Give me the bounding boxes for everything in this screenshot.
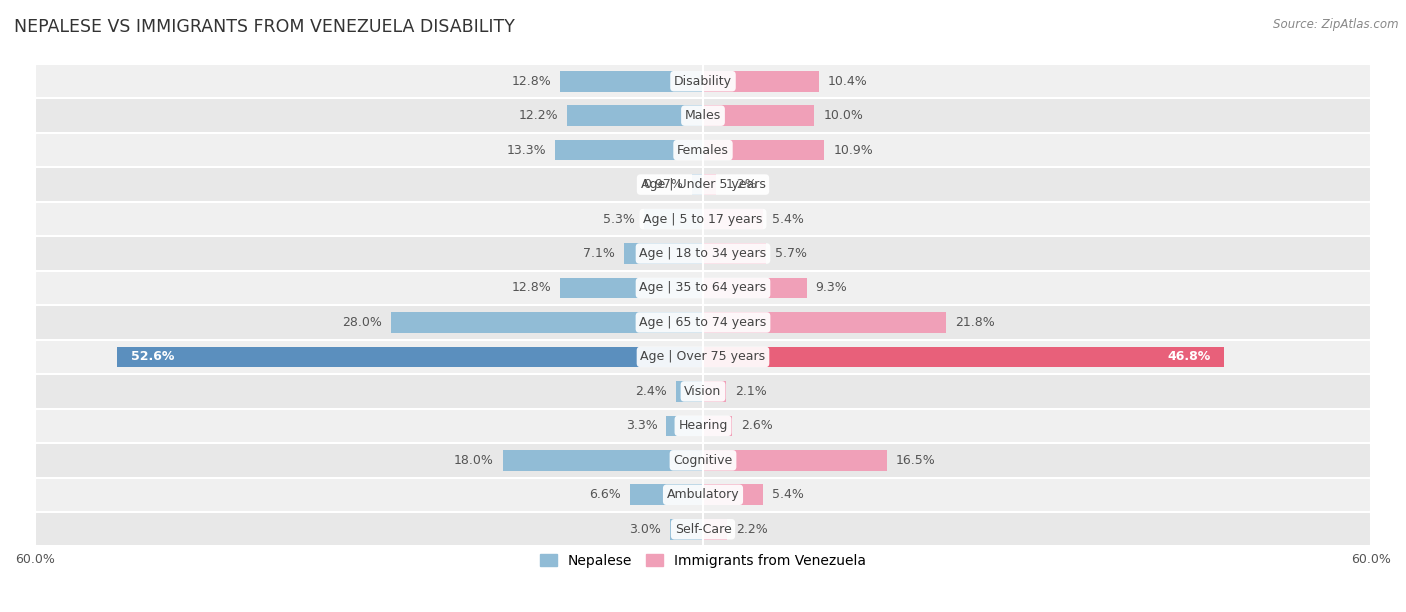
- Bar: [703, 243, 766, 264]
- Text: Age | Over 75 years: Age | Over 75 years: [641, 351, 765, 364]
- Bar: [703, 105, 814, 126]
- Text: 1.2%: 1.2%: [725, 178, 756, 191]
- Bar: [35, 477, 1371, 512]
- Bar: [666, 416, 703, 436]
- Text: Age | 65 to 74 years: Age | 65 to 74 years: [640, 316, 766, 329]
- Bar: [561, 71, 703, 92]
- Bar: [703, 174, 717, 195]
- Text: 6.6%: 6.6%: [589, 488, 620, 501]
- Text: Females: Females: [678, 144, 728, 157]
- Text: 12.8%: 12.8%: [512, 75, 551, 88]
- Bar: [35, 374, 1371, 409]
- Text: 28.0%: 28.0%: [343, 316, 382, 329]
- Text: Age | 18 to 34 years: Age | 18 to 34 years: [640, 247, 766, 260]
- Bar: [35, 305, 1371, 340]
- Bar: [703, 140, 824, 160]
- Bar: [117, 346, 703, 367]
- Bar: [561, 278, 703, 298]
- Bar: [391, 312, 703, 333]
- Bar: [703, 485, 763, 505]
- Text: Source: ZipAtlas.com: Source: ZipAtlas.com: [1274, 18, 1399, 31]
- Bar: [644, 209, 703, 230]
- Bar: [502, 450, 703, 471]
- Text: 46.8%: 46.8%: [1167, 351, 1211, 364]
- Text: 5.4%: 5.4%: [772, 488, 804, 501]
- Bar: [703, 278, 807, 298]
- Bar: [35, 512, 1371, 547]
- Text: 2.1%: 2.1%: [735, 385, 768, 398]
- Bar: [703, 346, 1225, 367]
- Text: Age | Under 5 years: Age | Under 5 years: [641, 178, 765, 191]
- Text: 5.7%: 5.7%: [775, 247, 807, 260]
- Text: Hearing: Hearing: [678, 419, 728, 432]
- Bar: [35, 271, 1371, 305]
- Bar: [35, 443, 1371, 477]
- Legend: Nepalese, Immigrants from Venezuela: Nepalese, Immigrants from Venezuela: [534, 548, 872, 573]
- Bar: [35, 340, 1371, 374]
- Text: 12.2%: 12.2%: [519, 109, 558, 122]
- Text: 13.3%: 13.3%: [506, 144, 546, 157]
- Bar: [35, 202, 1371, 236]
- Bar: [35, 236, 1371, 271]
- Bar: [669, 519, 703, 540]
- Text: 10.0%: 10.0%: [824, 109, 863, 122]
- Text: NEPALESE VS IMMIGRANTS FROM VENEZUELA DISABILITY: NEPALESE VS IMMIGRANTS FROM VENEZUELA DI…: [14, 18, 515, 36]
- Bar: [703, 209, 763, 230]
- Text: 16.5%: 16.5%: [896, 454, 935, 467]
- Text: Age | 35 to 64 years: Age | 35 to 64 years: [640, 282, 766, 294]
- Text: 9.3%: 9.3%: [815, 282, 848, 294]
- Bar: [35, 409, 1371, 443]
- Text: 5.3%: 5.3%: [603, 212, 636, 226]
- Bar: [703, 450, 887, 471]
- Text: 2.2%: 2.2%: [737, 523, 768, 536]
- Bar: [703, 519, 727, 540]
- Bar: [703, 381, 727, 401]
- Text: 10.4%: 10.4%: [828, 75, 868, 88]
- Bar: [624, 243, 703, 264]
- Text: 52.6%: 52.6%: [131, 351, 174, 364]
- Text: 2.4%: 2.4%: [636, 385, 668, 398]
- Text: 0.97%: 0.97%: [644, 178, 683, 191]
- Text: Self-Care: Self-Care: [675, 523, 731, 536]
- Bar: [35, 133, 1371, 167]
- Bar: [35, 64, 1371, 99]
- Text: 5.4%: 5.4%: [772, 212, 804, 226]
- Bar: [630, 485, 703, 505]
- Text: Vision: Vision: [685, 385, 721, 398]
- Text: Males: Males: [685, 109, 721, 122]
- Text: 3.0%: 3.0%: [628, 523, 661, 536]
- Text: 21.8%: 21.8%: [955, 316, 994, 329]
- Bar: [692, 174, 703, 195]
- Text: Ambulatory: Ambulatory: [666, 488, 740, 501]
- Bar: [555, 140, 703, 160]
- Bar: [567, 105, 703, 126]
- Text: Disability: Disability: [673, 75, 733, 88]
- Text: 10.9%: 10.9%: [834, 144, 873, 157]
- Text: 3.3%: 3.3%: [626, 419, 658, 432]
- Text: 7.1%: 7.1%: [583, 247, 614, 260]
- Text: Cognitive: Cognitive: [673, 454, 733, 467]
- Text: 2.6%: 2.6%: [741, 419, 773, 432]
- Bar: [35, 167, 1371, 202]
- Bar: [703, 312, 946, 333]
- Bar: [703, 71, 818, 92]
- Bar: [703, 416, 733, 436]
- Bar: [676, 381, 703, 401]
- Text: 12.8%: 12.8%: [512, 282, 551, 294]
- Text: Age | 5 to 17 years: Age | 5 to 17 years: [644, 212, 762, 226]
- Text: 18.0%: 18.0%: [454, 454, 494, 467]
- Bar: [35, 99, 1371, 133]
